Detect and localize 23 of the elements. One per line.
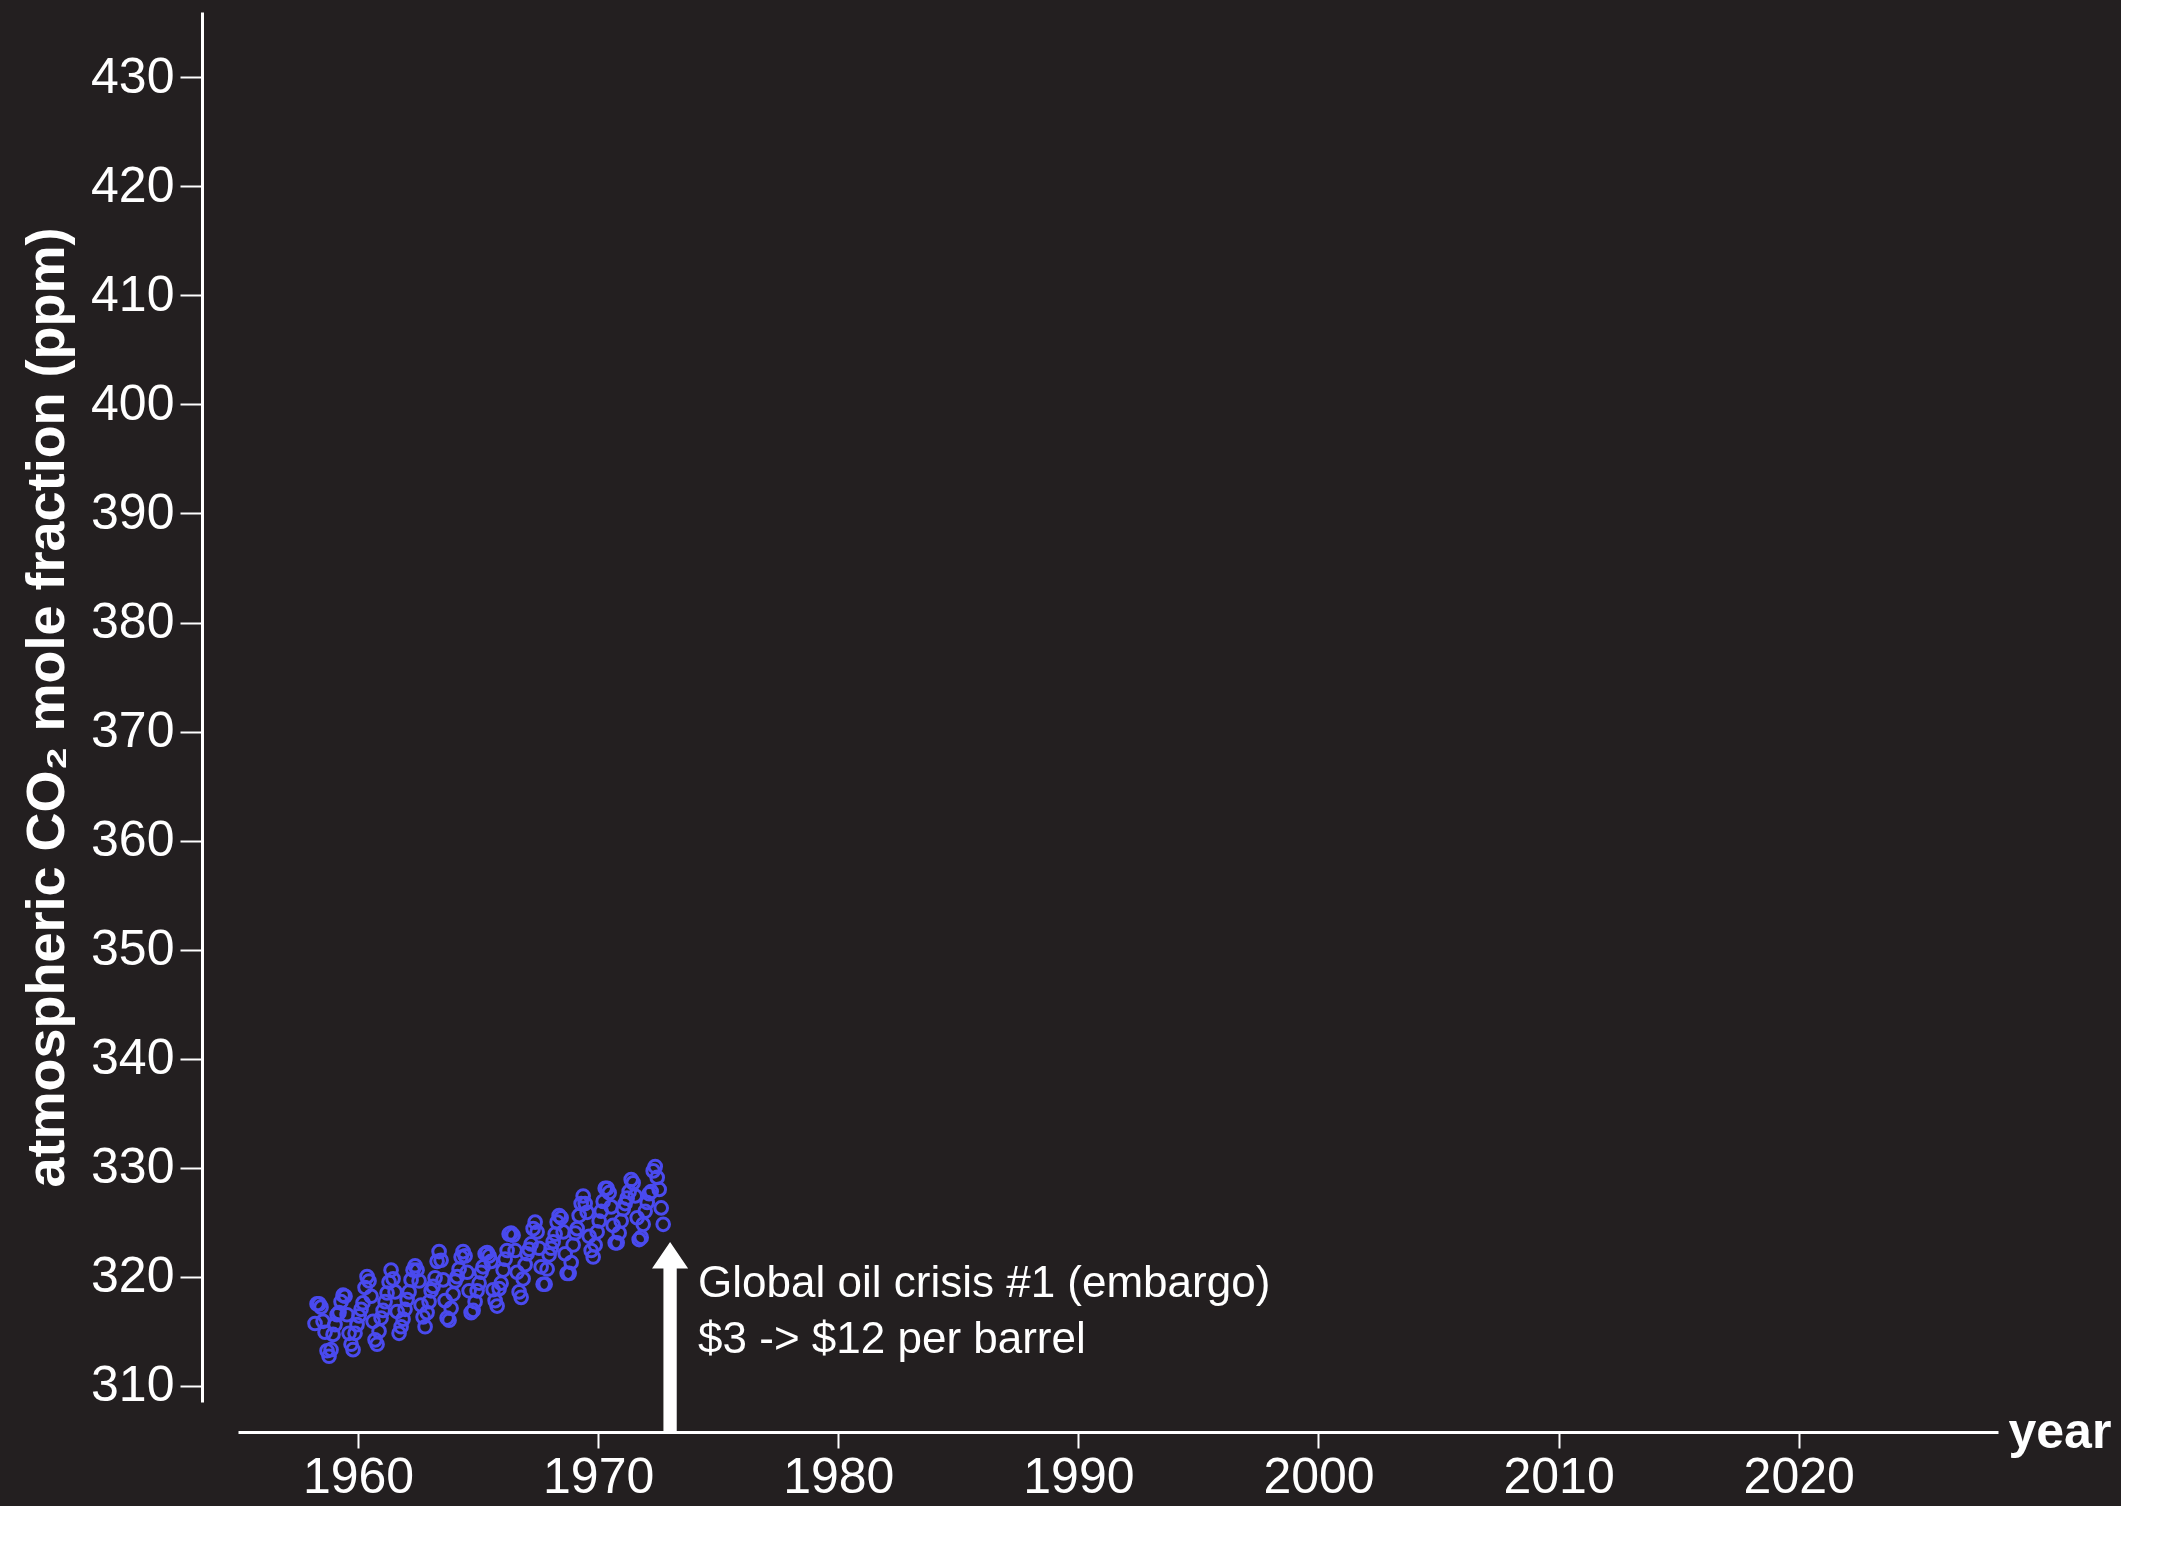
y-tick-label: 320 (91, 1247, 175, 1304)
x-tick-label: 2010 (1503, 1447, 1615, 1504)
y-tick-label: 420 (91, 156, 175, 213)
y-tick-label: 380 (91, 593, 175, 650)
x-tick-label: 1980 (783, 1447, 895, 1504)
x-tick-label: 2020 (1743, 1447, 1855, 1504)
x-tick-label: 1990 (1023, 1447, 1135, 1504)
y-tick-label: 340 (91, 1029, 175, 1086)
annotation: Global oil crisis #1 (embargo) $3 -> $12 per barrel (698, 1257, 1271, 1362)
x-axis-title: year (2008, 1402, 2112, 1459)
y-tick-label: 410 (91, 265, 175, 322)
x-tick-label: 1970 (543, 1447, 655, 1504)
y-tick-label: 390 (91, 483, 175, 540)
y-tick-label: 430 (91, 47, 175, 104)
y-axis-title: atmospheric CO₂ mole fraction (ppm) (15, 227, 76, 1188)
y-tick-label: 360 (91, 811, 175, 868)
y-tick-label: 310 (91, 1356, 175, 1413)
x-tick-label: 2000 (1263, 1447, 1375, 1504)
y-tick-label: 330 (91, 1138, 175, 1195)
y-tick-label: 370 (91, 702, 175, 759)
y-tick-label: 400 (91, 374, 175, 431)
x-tick-label: 1960 (302, 1447, 415, 1504)
y-tick-label: 350 (91, 920, 175, 977)
